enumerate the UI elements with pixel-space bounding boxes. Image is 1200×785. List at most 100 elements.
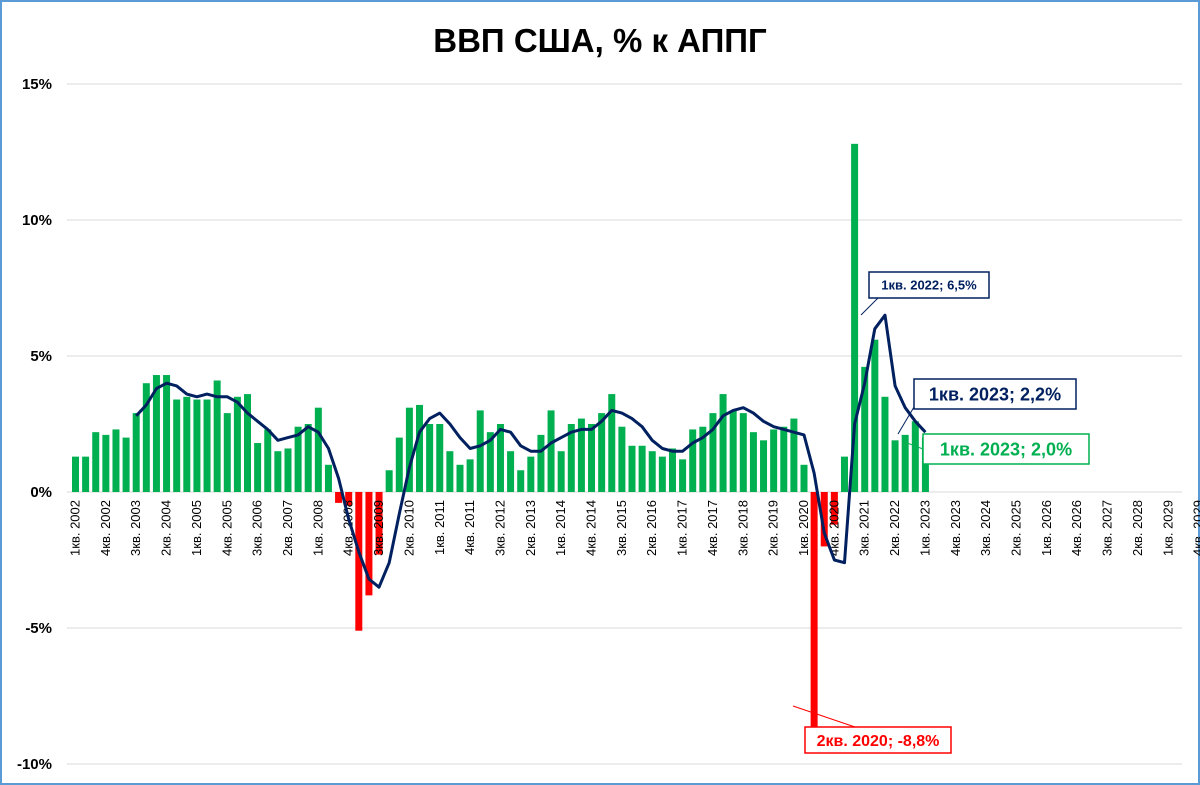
bar: [223, 413, 231, 492]
bar: [496, 424, 504, 492]
y-axis-ticks: -10% -5% 0% 5% 10% 15%: [17, 76, 52, 773]
bar: [749, 432, 757, 492]
bar: [122, 437, 130, 492]
bar: [881, 396, 889, 492]
bar: [780, 426, 788, 492]
x-tick-label: 2кв. 2010: [401, 500, 416, 556]
bar: [365, 492, 373, 596]
x-tick-label: 1кв. 2017: [675, 500, 690, 556]
bar: [577, 418, 585, 492]
bar: [851, 143, 859, 492]
bar: [355, 492, 363, 631]
x-tick-label: 1кв. 2023: [917, 500, 932, 556]
y-tick-label: 15%: [22, 76, 52, 93]
bar: [152, 375, 160, 492]
x-tick-label: 1кв. 2029: [1160, 500, 1175, 556]
bar: [891, 440, 899, 492]
bar: [790, 418, 798, 492]
bar: [375, 492, 383, 555]
bar: [456, 464, 464, 492]
bar: [284, 448, 292, 492]
bar: [264, 429, 272, 492]
bar: [628, 445, 636, 492]
bar: [233, 396, 241, 492]
bar: [699, 426, 707, 492]
bar: [820, 492, 828, 547]
bar: [668, 448, 676, 492]
bar: [405, 407, 413, 492]
bar-series: [72, 143, 929, 732]
bar: [911, 421, 919, 492]
annotation-callout: 2кв. 2020; -8,8%: [792, 705, 952, 754]
y-tick-label: -5%: [25, 620, 52, 637]
bar: [203, 399, 211, 492]
bar: [921, 437, 929, 492]
bar: [588, 424, 596, 492]
x-tick-label: 4кв. 2029: [1191, 500, 1200, 556]
x-tick-label: 3кв. 2015: [614, 500, 629, 556]
chart-title: ВВП США, % к АППГ: [433, 22, 767, 59]
bar: [314, 407, 322, 492]
bar: [729, 410, 737, 492]
bar: [547, 410, 555, 492]
x-tick-label: 2кв. 2004: [159, 500, 174, 556]
bar: [416, 404, 424, 492]
x-tick-label: 2кв. 2022: [887, 500, 902, 556]
bar: [739, 413, 747, 492]
bar: [517, 470, 525, 492]
trend-line: [135, 313, 927, 589]
bar: [648, 451, 656, 492]
bar: [810, 492, 818, 732]
bar: [142, 383, 150, 492]
bar: [689, 429, 697, 492]
bar: [567, 424, 575, 492]
bar: [345, 492, 353, 506]
x-tick-label: 2кв. 2016: [644, 500, 659, 556]
bar: [719, 394, 727, 492]
bar: [598, 413, 606, 492]
x-tick-label: 3кв. 2009: [371, 500, 386, 556]
x-tick-label: 3кв. 2024: [978, 500, 993, 556]
annotation-label: 1кв. 2023; 2,2%: [929, 384, 1061, 404]
bar: [304, 424, 312, 492]
annotation-label: 1кв. 2022; 6,5%: [881, 278, 977, 293]
x-tick-label: 4кв. 2023: [948, 500, 963, 556]
bar: [608, 394, 616, 492]
x-tick-label: 1кв. 2026: [1039, 500, 1054, 556]
x-tick-label: 1кв. 2011: [432, 500, 447, 555]
annotations: 1кв. 2022; 6,5% 1кв. 2023; 2,2% 1кв. 2023;…: [792, 271, 1090, 754]
bar: [770, 429, 778, 492]
x-tick-label: 3кв. 2006: [250, 500, 265, 556]
annotation-leader: [897, 406, 915, 435]
bar: [527, 456, 535, 492]
x-tick-label: 1кв. 2002: [68, 500, 83, 556]
bar: [254, 443, 262, 492]
annotation-callout: 1кв. 2023; 2,2%: [897, 378, 1077, 435]
bar: [183, 396, 191, 492]
bar: [507, 451, 515, 492]
x-tick-label: 2кв. 2028: [1130, 500, 1145, 556]
bar: [618, 426, 626, 492]
x-tick-label: 1кв. 2014: [553, 500, 568, 556]
x-tick-label: 3кв. 2012: [492, 500, 507, 556]
x-axis-ticks: 1кв. 2002 4кв. 2002 3кв. 2003 2кв. 2004 1кв.…: [68, 500, 1200, 556]
bar: [557, 451, 565, 492]
bar: [658, 456, 666, 492]
annotation-leader: [792, 705, 856, 728]
bar: [385, 470, 393, 492]
x-tick-label: 4кв. 2017: [705, 500, 720, 556]
x-tick-label: 4кв. 2014: [584, 500, 599, 556]
bar: [92, 432, 100, 492]
trend-line-series: [135, 313, 927, 589]
bar: [193, 399, 201, 492]
x-tick-label: 1кв. 2020: [796, 500, 811, 556]
bar: [244, 394, 252, 492]
bar: [476, 410, 484, 492]
bar: [324, 464, 332, 492]
x-tick-label: 2кв. 2025: [1008, 500, 1023, 556]
x-tick-label: 4кв. 2020: [826, 500, 841, 556]
x-tick-label: 3кв. 2021: [857, 500, 872, 556]
x-tick-label: 4кв. 2026: [1069, 500, 1084, 556]
bar: [335, 492, 343, 503]
